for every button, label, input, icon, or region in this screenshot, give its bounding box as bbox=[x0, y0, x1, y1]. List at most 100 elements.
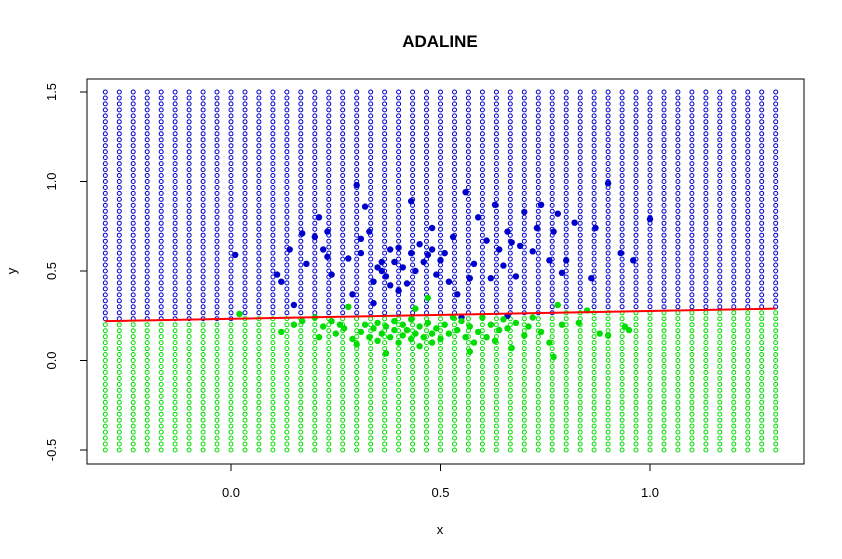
grid-point bbox=[368, 274, 374, 280]
grid-point bbox=[438, 280, 443, 286]
grid-point bbox=[438, 107, 443, 113]
grid-point bbox=[759, 125, 765, 131]
grid-point bbox=[298, 393, 304, 399]
grid-point bbox=[675, 125, 681, 131]
data-point-above bbox=[387, 282, 394, 289]
grid-point bbox=[242, 346, 248, 352]
grid-point bbox=[228, 125, 234, 131]
y-tick-label: -0.5 bbox=[44, 439, 59, 461]
grid-point bbox=[214, 262, 220, 268]
grid-point bbox=[410, 387, 416, 393]
grid-point bbox=[144, 149, 150, 155]
data-point-below bbox=[387, 334, 394, 341]
grid-point bbox=[270, 304, 276, 310]
grid-point bbox=[270, 155, 276, 161]
grid-point bbox=[270, 244, 276, 250]
grid-point bbox=[368, 179, 374, 184]
grid-point bbox=[130, 352, 136, 357]
grid-point bbox=[200, 238, 206, 244]
grid-point bbox=[172, 429, 178, 435]
grid-point bbox=[619, 89, 625, 95]
grid-point bbox=[605, 322, 611, 328]
grid-point bbox=[745, 364, 751, 369]
grid-point bbox=[675, 173, 681, 178]
grid-point bbox=[479, 262, 485, 268]
grid-point bbox=[465, 113, 471, 119]
grid-point bbox=[186, 352, 192, 357]
grid-point bbox=[242, 256, 248, 262]
grid-point bbox=[172, 334, 178, 340]
grid-point bbox=[661, 268, 667, 274]
grid-point bbox=[368, 417, 374, 423]
data-point-below bbox=[487, 321, 494, 328]
grid-point bbox=[312, 256, 318, 262]
grid-point bbox=[340, 95, 346, 101]
grid-point bbox=[228, 196, 234, 202]
grid-point bbox=[284, 340, 290, 346]
grid-point bbox=[549, 119, 555, 125]
grid-point bbox=[633, 244, 639, 250]
grid-point bbox=[507, 358, 513, 363]
grid-point bbox=[507, 352, 513, 357]
grid-point bbox=[619, 131, 625, 137]
grid-point bbox=[675, 155, 681, 161]
grid-point bbox=[605, 149, 611, 155]
data-point-below bbox=[395, 339, 402, 346]
data-point-below bbox=[449, 314, 457, 321]
grid-point bbox=[172, 238, 178, 244]
grid-point bbox=[144, 322, 150, 328]
grid-point bbox=[242, 405, 248, 411]
grid-point bbox=[521, 352, 527, 357]
grid-point bbox=[731, 441, 737, 447]
grid-point bbox=[605, 95, 611, 101]
grid-point bbox=[144, 393, 150, 399]
grid-point bbox=[479, 435, 485, 441]
grid-point bbox=[396, 274, 402, 280]
grid-point bbox=[493, 304, 499, 310]
grid-point bbox=[675, 208, 681, 214]
grid-point bbox=[438, 328, 443, 334]
grid-point bbox=[200, 358, 206, 363]
grid-point bbox=[340, 292, 346, 298]
grid-point bbox=[172, 208, 178, 214]
grid-point bbox=[116, 167, 122, 173]
grid-point bbox=[382, 387, 388, 393]
grid-point bbox=[563, 387, 569, 393]
grid-point bbox=[773, 286, 779, 292]
grid-point bbox=[493, 208, 499, 214]
data-point-below bbox=[458, 317, 465, 325]
grid-point bbox=[158, 167, 164, 173]
grid-point bbox=[424, 447, 429, 453]
grid-point bbox=[619, 364, 625, 369]
grid-point bbox=[158, 220, 164, 226]
grid-point bbox=[493, 107, 499, 113]
data-point-above bbox=[391, 258, 398, 266]
grid-point bbox=[759, 149, 765, 155]
grid-point bbox=[745, 89, 751, 95]
grid-point bbox=[647, 149, 653, 155]
grid-point bbox=[507, 101, 513, 107]
grid-point bbox=[619, 298, 625, 304]
grid-point bbox=[340, 220, 346, 226]
grid-point bbox=[256, 429, 262, 435]
grid-point bbox=[577, 364, 583, 369]
grid-point bbox=[493, 131, 499, 137]
grid-point bbox=[410, 369, 416, 375]
grid-point bbox=[675, 340, 681, 346]
grid-point bbox=[172, 292, 178, 298]
grid-point bbox=[731, 328, 737, 334]
grid-point bbox=[102, 447, 108, 453]
grid-point bbox=[731, 220, 737, 226]
grid-point bbox=[228, 137, 234, 143]
grid-point bbox=[452, 369, 457, 375]
grid-point bbox=[717, 149, 723, 155]
grid-point bbox=[479, 304, 485, 310]
grid-point bbox=[633, 393, 639, 399]
grid-point bbox=[158, 244, 164, 250]
grid-point bbox=[731, 375, 737, 381]
grid-point bbox=[186, 190, 192, 196]
grid-point bbox=[326, 417, 332, 423]
grid-point bbox=[507, 107, 513, 113]
grid-point bbox=[633, 369, 639, 375]
grid-point bbox=[424, 137, 429, 143]
